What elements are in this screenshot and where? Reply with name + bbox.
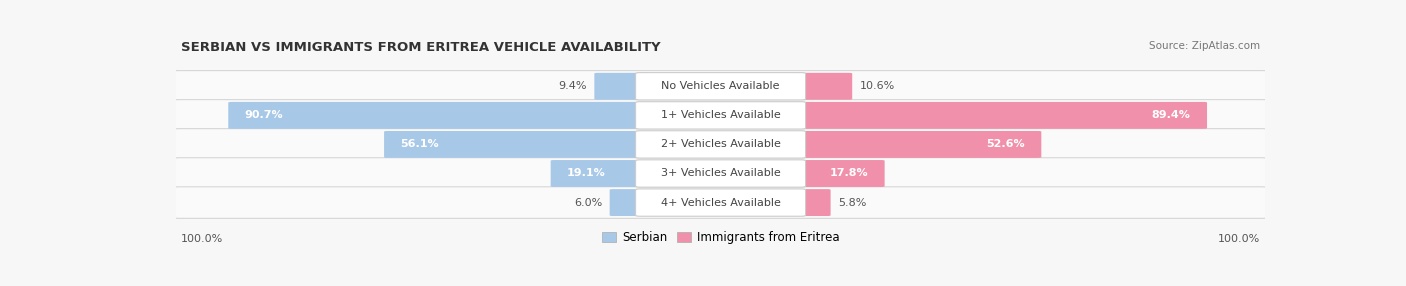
FancyBboxPatch shape bbox=[636, 160, 806, 187]
Text: 56.1%: 56.1% bbox=[401, 140, 439, 149]
Legend: Serbian, Immigrants from Eritrea: Serbian, Immigrants from Eritrea bbox=[598, 226, 844, 249]
Text: 9.4%: 9.4% bbox=[558, 81, 586, 91]
FancyBboxPatch shape bbox=[799, 160, 884, 187]
FancyBboxPatch shape bbox=[551, 160, 643, 187]
FancyBboxPatch shape bbox=[799, 131, 1042, 158]
Text: 6.0%: 6.0% bbox=[574, 198, 602, 208]
Text: 3+ Vehicles Available: 3+ Vehicles Available bbox=[661, 168, 780, 178]
FancyBboxPatch shape bbox=[799, 189, 831, 216]
Text: SERBIAN VS IMMIGRANTS FROM ERITREA VEHICLE AVAILABILITY: SERBIAN VS IMMIGRANTS FROM ERITREA VEHIC… bbox=[181, 41, 661, 54]
Text: 10.6%: 10.6% bbox=[860, 81, 896, 91]
FancyBboxPatch shape bbox=[170, 71, 1271, 102]
Text: 52.6%: 52.6% bbox=[987, 140, 1025, 149]
Text: Source: ZipAtlas.com: Source: ZipAtlas.com bbox=[1149, 41, 1260, 51]
Text: No Vehicles Available: No Vehicles Available bbox=[661, 81, 780, 91]
FancyBboxPatch shape bbox=[384, 131, 643, 158]
FancyBboxPatch shape bbox=[636, 131, 806, 158]
FancyBboxPatch shape bbox=[595, 73, 643, 100]
Text: 100.0%: 100.0% bbox=[181, 234, 224, 244]
FancyBboxPatch shape bbox=[610, 189, 643, 216]
FancyBboxPatch shape bbox=[170, 129, 1271, 160]
FancyBboxPatch shape bbox=[174, 159, 1267, 188]
Text: 90.7%: 90.7% bbox=[245, 110, 283, 120]
FancyBboxPatch shape bbox=[174, 72, 1267, 101]
FancyBboxPatch shape bbox=[170, 187, 1271, 218]
Text: 2+ Vehicles Available: 2+ Vehicles Available bbox=[661, 140, 780, 149]
FancyBboxPatch shape bbox=[636, 102, 806, 129]
Text: 1+ Vehicles Available: 1+ Vehicles Available bbox=[661, 110, 780, 120]
FancyBboxPatch shape bbox=[170, 100, 1271, 131]
FancyBboxPatch shape bbox=[799, 73, 852, 100]
FancyBboxPatch shape bbox=[174, 130, 1267, 159]
FancyBboxPatch shape bbox=[636, 189, 806, 216]
Text: 5.8%: 5.8% bbox=[838, 198, 866, 208]
FancyBboxPatch shape bbox=[228, 102, 643, 129]
FancyBboxPatch shape bbox=[799, 102, 1206, 129]
FancyBboxPatch shape bbox=[636, 73, 806, 100]
Text: 100.0%: 100.0% bbox=[1218, 234, 1260, 244]
Text: 4+ Vehicles Available: 4+ Vehicles Available bbox=[661, 198, 780, 208]
Text: 17.8%: 17.8% bbox=[830, 168, 869, 178]
FancyBboxPatch shape bbox=[174, 188, 1267, 217]
Text: 89.4%: 89.4% bbox=[1152, 110, 1191, 120]
Text: 19.1%: 19.1% bbox=[567, 168, 606, 178]
FancyBboxPatch shape bbox=[170, 158, 1271, 189]
FancyBboxPatch shape bbox=[174, 101, 1267, 130]
